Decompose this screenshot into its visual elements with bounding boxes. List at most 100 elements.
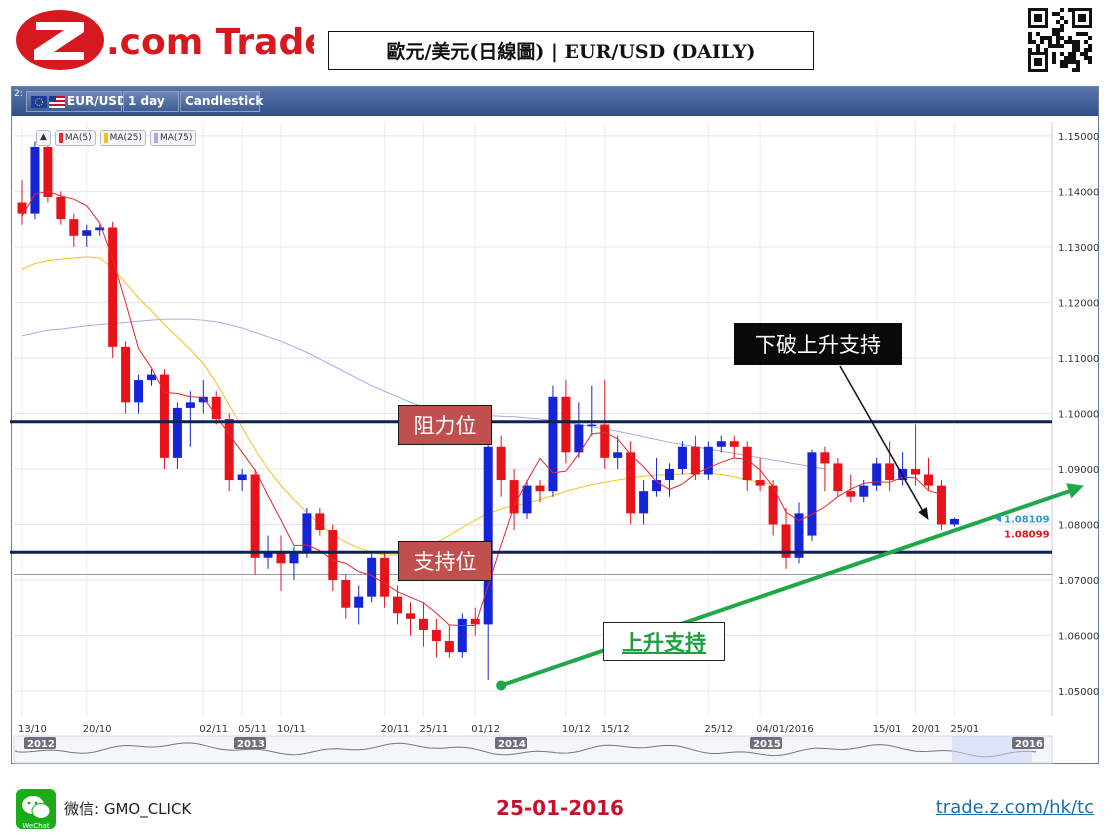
navigator-strip xyxy=(13,735,1053,764)
navigator-year-label: 2012 xyxy=(27,739,55,750)
qr-module xyxy=(1084,48,1088,52)
qr-module xyxy=(1076,40,1080,44)
x-tick-label: 20/10 xyxy=(83,724,112,735)
y-tick-label: 1.15000 xyxy=(1058,132,1099,143)
candle-body xyxy=(924,474,933,486)
candle-body xyxy=(470,618,480,625)
navigator-year-label: 2013 xyxy=(237,739,265,750)
legend-item[interactable]: MA(5) xyxy=(54,130,96,146)
qr-module xyxy=(1056,40,1060,44)
qr-module xyxy=(1028,36,1032,40)
candle-body xyxy=(354,596,364,608)
qr-module xyxy=(1048,36,1052,40)
candle-body xyxy=(457,618,467,653)
qr-module xyxy=(1056,20,1060,24)
candle-body xyxy=(587,424,597,427)
qr-module xyxy=(1052,12,1056,16)
y-tick-label: 1.10000 xyxy=(1058,409,1099,420)
candle-body xyxy=(496,446,506,481)
candle-body xyxy=(522,485,532,514)
trendline-anchor xyxy=(496,680,507,691)
qr-module xyxy=(1088,56,1092,60)
candle-body xyxy=(289,552,299,564)
qr-module xyxy=(1068,40,1072,44)
navigator-year-badge xyxy=(234,737,266,749)
qr-module xyxy=(1084,32,1088,36)
candle-body xyxy=(406,613,415,619)
qr-module xyxy=(1072,44,1076,48)
legend-item[interactable]: MA(75) xyxy=(150,130,197,146)
qr-module xyxy=(1034,58,1042,66)
qr-module xyxy=(1068,52,1072,56)
navigator-year-badge xyxy=(1012,737,1044,749)
symbol-label: EUR/USD xyxy=(67,94,127,108)
navigator-year-label: 2014 xyxy=(498,739,526,750)
qr-module xyxy=(1028,48,1032,52)
x-tick-label: 01/12 xyxy=(471,724,500,735)
qr-module xyxy=(1048,40,1052,44)
candle-body xyxy=(574,424,584,453)
x-tick-label: 10/11 xyxy=(277,724,306,735)
legend-toggle-icon[interactable]: ▲ xyxy=(36,130,51,146)
qr-module xyxy=(1060,16,1064,20)
candle-body xyxy=(211,396,221,419)
y-tick-label: 1.12000 xyxy=(1058,298,1099,309)
legend-label: MA(25) xyxy=(109,133,142,143)
qr-module xyxy=(1044,36,1048,40)
candle-body xyxy=(665,468,674,481)
candle-body xyxy=(781,524,791,558)
x-tick-label: 25/12 xyxy=(704,724,733,735)
candle-body xyxy=(833,463,843,492)
uptrend-arrowhead xyxy=(1066,483,1084,499)
interval-button[interactable]: 1 day xyxy=(123,91,179,112)
website-link[interactable]: trade.z.com/hk/tc xyxy=(935,797,1094,818)
candle-body xyxy=(742,446,752,481)
legend-label: MA(75) xyxy=(160,133,193,143)
qr-module xyxy=(1076,32,1080,36)
candle-body xyxy=(224,419,234,481)
x-tick-label: 20/11 xyxy=(381,724,410,735)
candle-body xyxy=(535,485,545,492)
candle-body xyxy=(613,452,623,458)
chart-type-label: Candlestick xyxy=(185,94,264,108)
navigator-year-label: 2015 xyxy=(753,739,781,750)
candle-body xyxy=(703,446,713,475)
chart-type-button[interactable]: Candlestick xyxy=(180,91,264,112)
candle-body xyxy=(431,629,441,642)
candle-body xyxy=(30,146,40,214)
qr-module xyxy=(1084,56,1088,60)
candle-body xyxy=(56,196,66,220)
qr-module xyxy=(1068,60,1072,64)
last-bid-marker xyxy=(995,514,1001,523)
candle-body xyxy=(367,557,377,597)
candle-body xyxy=(639,491,649,514)
qr-module xyxy=(1076,64,1080,68)
candle-body xyxy=(949,518,959,525)
legend-item[interactable]: MA(25) xyxy=(99,130,146,146)
candle-body xyxy=(794,513,804,558)
candle-body xyxy=(483,446,493,625)
x-tick-label: 20/01 xyxy=(912,724,941,735)
candle-body xyxy=(134,380,144,403)
qr-module xyxy=(1040,36,1044,40)
qr-module xyxy=(1060,36,1064,40)
y-tick-label: 1.09000 xyxy=(1058,465,1099,476)
wechat-id: 微信: GMO_CLICK xyxy=(64,800,192,818)
candle-body xyxy=(690,446,700,475)
qr-module xyxy=(1052,52,1056,56)
x-tick-label: 02/11 xyxy=(199,724,228,735)
candle-body xyxy=(548,396,558,492)
qr-module xyxy=(1072,56,1076,60)
candle-body xyxy=(250,474,260,558)
interval-label: 1 day xyxy=(128,94,165,108)
candle-body xyxy=(509,480,519,514)
candle-body xyxy=(69,219,79,236)
support-label: 支持位 xyxy=(398,541,492,581)
qr-module xyxy=(1056,44,1060,48)
qr-module xyxy=(1068,36,1072,40)
x-tick-label: 04/01/2016 xyxy=(756,724,814,735)
qr-module xyxy=(1084,40,1088,44)
qr-module xyxy=(1064,60,1068,64)
candle-body xyxy=(911,468,921,475)
x-tick-label: 25/01 xyxy=(950,724,979,735)
